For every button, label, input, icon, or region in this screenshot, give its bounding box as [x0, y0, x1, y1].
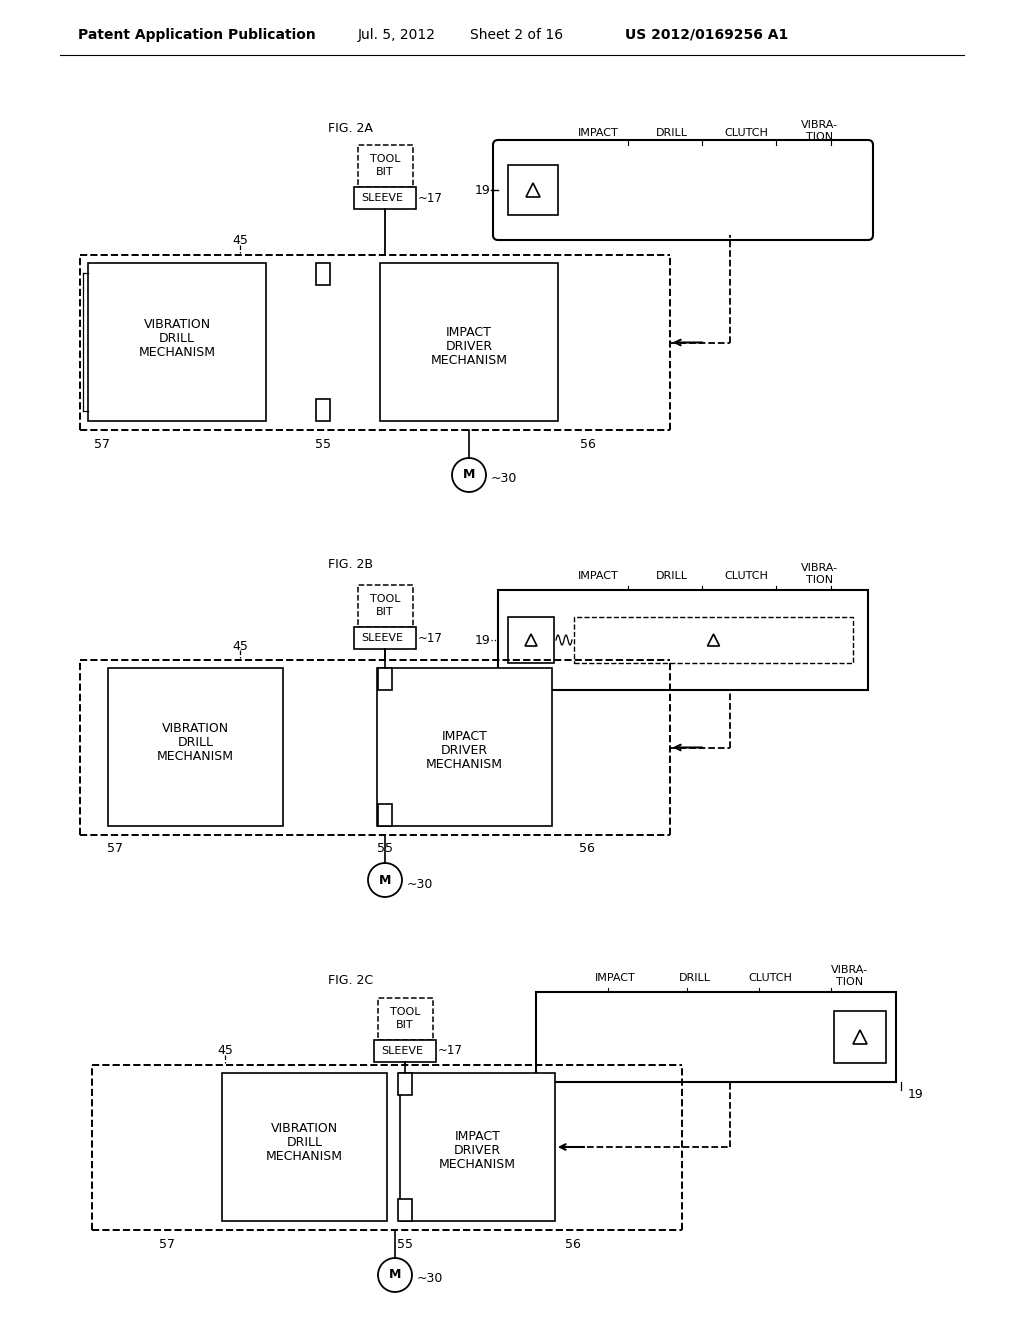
Text: ~30: ~30: [407, 878, 433, 891]
Bar: [222, 1073, 387, 1221]
Text: MECHANISM: MECHANISM: [439, 1159, 516, 1172]
Text: TOOL: TOOL: [370, 594, 400, 605]
Text: MECHANISM: MECHANISM: [430, 354, 508, 367]
Text: VIBRATION: VIBRATION: [271, 1122, 338, 1135]
Text: 19: 19: [908, 1088, 924, 1101]
Bar: [508, 165, 558, 215]
Text: 56: 56: [565, 1238, 581, 1250]
Text: DRILL: DRILL: [656, 128, 688, 139]
Text: MECHANISM: MECHANISM: [426, 759, 503, 771]
Bar: [536, 993, 896, 1082]
Text: 45: 45: [232, 235, 248, 248]
Bar: [378, 804, 392, 826]
Text: SLEEVE: SLEEVE: [381, 1045, 423, 1056]
Text: VIBRATION: VIBRATION: [143, 318, 211, 330]
Bar: [354, 627, 416, 649]
Text: SLEEVE: SLEEVE: [361, 634, 403, 643]
Text: FIG. 2B: FIG. 2B: [328, 558, 373, 572]
Bar: [400, 1073, 555, 1221]
Bar: [354, 187, 416, 209]
Text: FIG. 2C: FIG. 2C: [328, 974, 373, 986]
Text: 57: 57: [94, 437, 110, 450]
Bar: [316, 263, 330, 285]
Bar: [357, 585, 413, 627]
Text: 57: 57: [159, 1238, 175, 1250]
Bar: [378, 998, 432, 1040]
Text: DRIVER: DRIVER: [454, 1144, 501, 1158]
Text: TOOL: TOOL: [370, 154, 400, 164]
Text: M: M: [379, 874, 391, 887]
Text: 45: 45: [217, 1044, 232, 1057]
Text: DRILL: DRILL: [159, 331, 195, 345]
Text: CLUTCH: CLUTCH: [724, 128, 768, 139]
Text: 55: 55: [377, 842, 393, 855]
Text: M: M: [389, 1269, 401, 1282]
Bar: [377, 668, 552, 826]
Text: 19: 19: [474, 183, 490, 197]
Text: TION: TION: [806, 132, 834, 143]
Bar: [834, 1011, 886, 1063]
Text: Patent Application Publication: Patent Application Publication: [78, 28, 315, 42]
Text: ~30: ~30: [490, 473, 517, 486]
Bar: [316, 399, 330, 421]
Bar: [508, 616, 554, 663]
Text: VIBRA-: VIBRA-: [830, 965, 867, 975]
Text: IMPACT: IMPACT: [578, 128, 618, 139]
Bar: [88, 263, 266, 421]
Text: DRILL: DRILL: [678, 973, 711, 983]
Text: DRILL: DRILL: [656, 572, 688, 581]
Text: Jul. 5, 2012: Jul. 5, 2012: [358, 28, 436, 42]
Text: BIT: BIT: [376, 607, 394, 616]
Text: IMPACT: IMPACT: [441, 730, 487, 743]
Bar: [357, 145, 413, 187]
Text: IMPACT: IMPACT: [455, 1130, 501, 1143]
Text: Sheet 2 of 16: Sheet 2 of 16: [470, 28, 563, 42]
Text: 55: 55: [397, 1238, 413, 1250]
Text: 56: 56: [579, 842, 595, 855]
Bar: [374, 1040, 436, 1063]
Text: ~30: ~30: [417, 1272, 443, 1286]
Text: CLUTCH: CLUTCH: [749, 973, 792, 983]
Text: 57: 57: [106, 842, 123, 855]
Text: DRIVER: DRIVER: [445, 339, 493, 352]
Text: 55: 55: [315, 437, 331, 450]
Bar: [378, 668, 392, 690]
Text: IMPACT: IMPACT: [595, 973, 636, 983]
Text: BIT: BIT: [376, 168, 394, 177]
Text: ~17: ~17: [437, 1044, 463, 1057]
Text: US 2012/0169256 A1: US 2012/0169256 A1: [625, 28, 788, 42]
Text: ~17: ~17: [418, 631, 442, 644]
Text: FIG. 2A: FIG. 2A: [328, 121, 373, 135]
Text: IMPACT: IMPACT: [446, 326, 492, 338]
Bar: [398, 1199, 412, 1221]
Text: SLEEVE: SLEEVE: [361, 193, 403, 203]
Text: VIBRATION: VIBRATION: [162, 722, 229, 735]
Text: DRILL: DRILL: [177, 737, 213, 750]
Text: BIT: BIT: [396, 1020, 414, 1030]
Text: 56: 56: [580, 437, 596, 450]
Bar: [574, 616, 853, 663]
Text: TOOL: TOOL: [390, 1007, 420, 1016]
Text: TION: TION: [836, 977, 863, 987]
Text: TION: TION: [806, 576, 834, 585]
Text: 45: 45: [232, 639, 248, 652]
Text: DRILL: DRILL: [287, 1137, 323, 1150]
Text: MECHANISM: MECHANISM: [138, 346, 215, 359]
Text: CLUTCH: CLUTCH: [724, 572, 768, 581]
Bar: [398, 1073, 412, 1096]
Text: MECHANISM: MECHANISM: [157, 751, 234, 763]
Text: M: M: [463, 469, 475, 482]
Text: VIBRA-: VIBRA-: [802, 564, 839, 573]
Bar: [498, 590, 868, 690]
Text: ~17: ~17: [418, 191, 442, 205]
Text: IMPACT: IMPACT: [578, 572, 618, 581]
Bar: [380, 263, 558, 421]
Text: VIBRA-: VIBRA-: [802, 120, 839, 129]
Text: DRIVER: DRIVER: [441, 744, 488, 758]
Text: 19: 19: [474, 634, 490, 647]
FancyBboxPatch shape: [493, 140, 873, 240]
Text: MECHANISM: MECHANISM: [266, 1151, 343, 1163]
Bar: [108, 668, 283, 826]
